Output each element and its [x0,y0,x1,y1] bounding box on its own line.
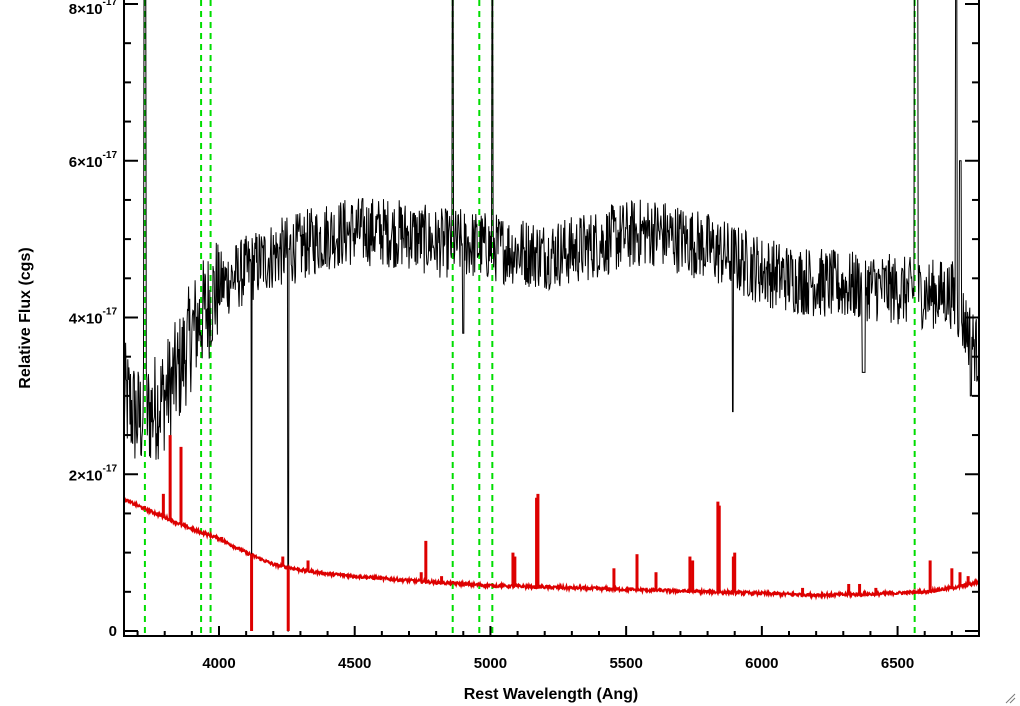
x-tick-label: 5000 [474,655,507,672]
series-observed-spectrum [124,0,979,632]
y-tick-label: 2×10-17 [69,463,118,484]
y-axis-ticks: 0 2×10-17 4×10-17 6×10-17 8×10-17 [69,0,979,640]
x-tick-label: 6000 [745,655,778,672]
x-axis-ticks: 4000 4500 5000 5500 6000 6500 [136,626,980,672]
x-tick-label: 6500 [881,655,914,672]
y-tick-label: 0 [109,623,117,640]
y-tick-label: 4×10-17 [69,307,118,328]
y-tick-label: 6×10-17 [69,150,118,171]
x-tick-label: 5500 [609,655,642,672]
reference-lines [143,0,916,636]
x-tick-label: 4000 [202,655,235,672]
x-axis-label: Rest Wavelength (Ang) [464,686,639,703]
y-tick-label: 8×10-17 [69,0,118,18]
y-axis-label: Relative Flux (cgs) [17,247,34,388]
resize-grip-icon[interactable] [1004,692,1016,704]
series-layer [124,0,979,632]
series-model-spectrum [124,495,979,601]
x-tick-label: 4500 [338,655,371,672]
